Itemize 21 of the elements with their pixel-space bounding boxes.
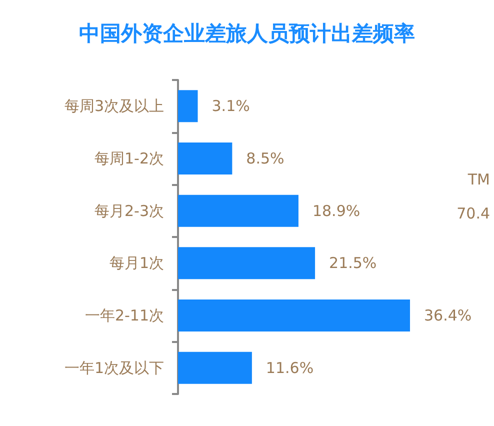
y-tick-label: 每月1次 (109, 254, 164, 272)
y-tick-label: 每周3次及以上 (64, 97, 164, 116)
data-label: 8.5% (246, 150, 284, 168)
bar (178, 300, 410, 332)
data-label: 21.5% (329, 254, 377, 272)
bar (178, 247, 316, 280)
data-label: 11.6% (266, 358, 314, 377)
y-tick-label: 每月2-3次 (94, 202, 164, 220)
y-tick-label: 一年1次及以下 (64, 358, 164, 377)
bar (178, 142, 232, 174)
data-label: 36.4% (424, 306, 472, 324)
data-label: 18.9% (312, 202, 360, 220)
y-tick-label: 一年2-11次 (84, 306, 164, 324)
text: 70.4 (456, 204, 490, 222)
bar (178, 194, 298, 227)
chart-title: 中国外资企业差旅人员预计出差频率 (79, 22, 415, 46)
text: TM (466, 170, 490, 188)
bar (178, 352, 252, 384)
y-tick-label: 每周1-2次 (94, 150, 164, 168)
data-label: 3.1% (212, 97, 250, 116)
bar (178, 90, 198, 122)
